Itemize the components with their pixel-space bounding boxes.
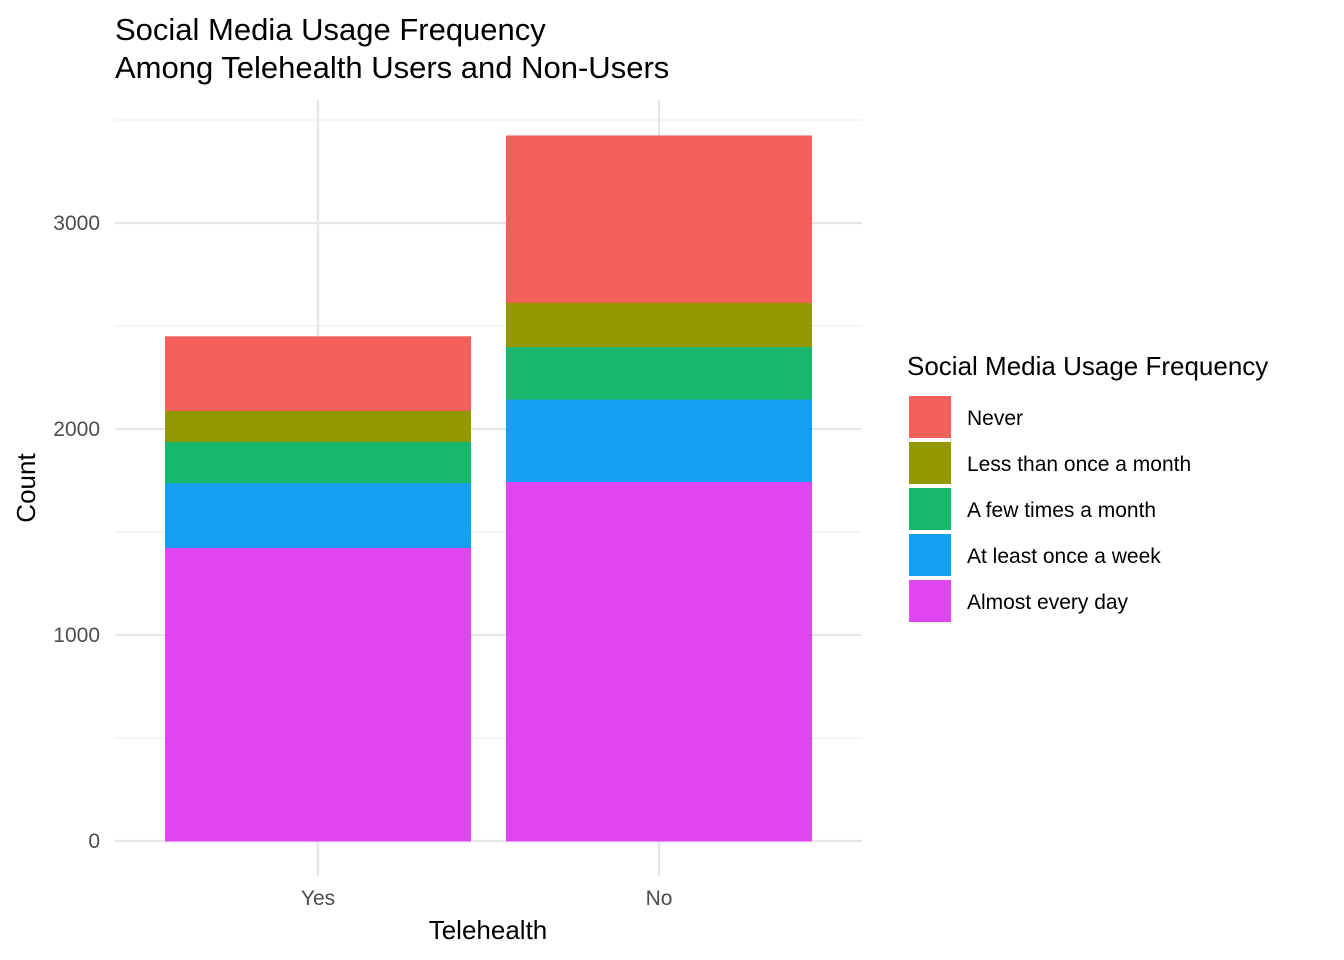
legend-swatch <box>909 396 951 438</box>
legend-label: Almost every day <box>967 591 1129 614</box>
legend-label: Less than once a month <box>967 453 1191 476</box>
bar-no-almost-every-day <box>506 481 812 842</box>
bar-no-a-few-times-a-month <box>506 346 812 400</box>
chart-subtitle: Among Telehealth Users and Non-Users <box>115 50 669 85</box>
bars <box>165 135 812 842</box>
legend-swatch <box>909 488 951 530</box>
legend-swatch <box>909 442 951 484</box>
x-tick-label: Yes <box>301 887 335 910</box>
legend: Social Media Usage Frequency Never Less t… <box>907 351 1268 622</box>
y-tick-label: 0 <box>88 830 100 853</box>
legend-label: A few times a month <box>967 499 1156 522</box>
y-axis-title: Count <box>11 453 41 523</box>
legend-swatch <box>909 534 951 576</box>
bar-no-never <box>506 135 812 303</box>
bar-no-at-least-once-a-week <box>506 399 812 483</box>
bar-yes-at-least-once-a-week <box>165 482 471 548</box>
bar-yes-less-than-once-a-month <box>165 410 471 442</box>
legend-title: Social Media Usage Frequency <box>907 351 1268 381</box>
bar-yes-almost-every-day <box>165 547 471 842</box>
x-axis-ticks: Yes No <box>301 887 673 910</box>
y-axis-ticks: 0 1000 2000 3000 <box>53 212 100 853</box>
legend-label: At least once a week <box>967 545 1161 568</box>
y-tick-label: 3000 <box>53 212 100 235</box>
x-axis-title: Telehealth <box>429 915 548 945</box>
legend-swatch <box>909 580 951 622</box>
legend-label: Never <box>967 407 1023 430</box>
y-tick-label: 1000 <box>53 624 100 647</box>
y-tick-label: 2000 <box>53 418 100 441</box>
bar-no-less-than-once-a-month <box>506 302 812 348</box>
x-tick-label: No <box>646 887 673 910</box>
bar-yes-never <box>165 336 471 411</box>
bar-yes-a-few-times-a-month <box>165 441 471 484</box>
chart-title: Social Media Usage Frequency <box>115 12 546 47</box>
